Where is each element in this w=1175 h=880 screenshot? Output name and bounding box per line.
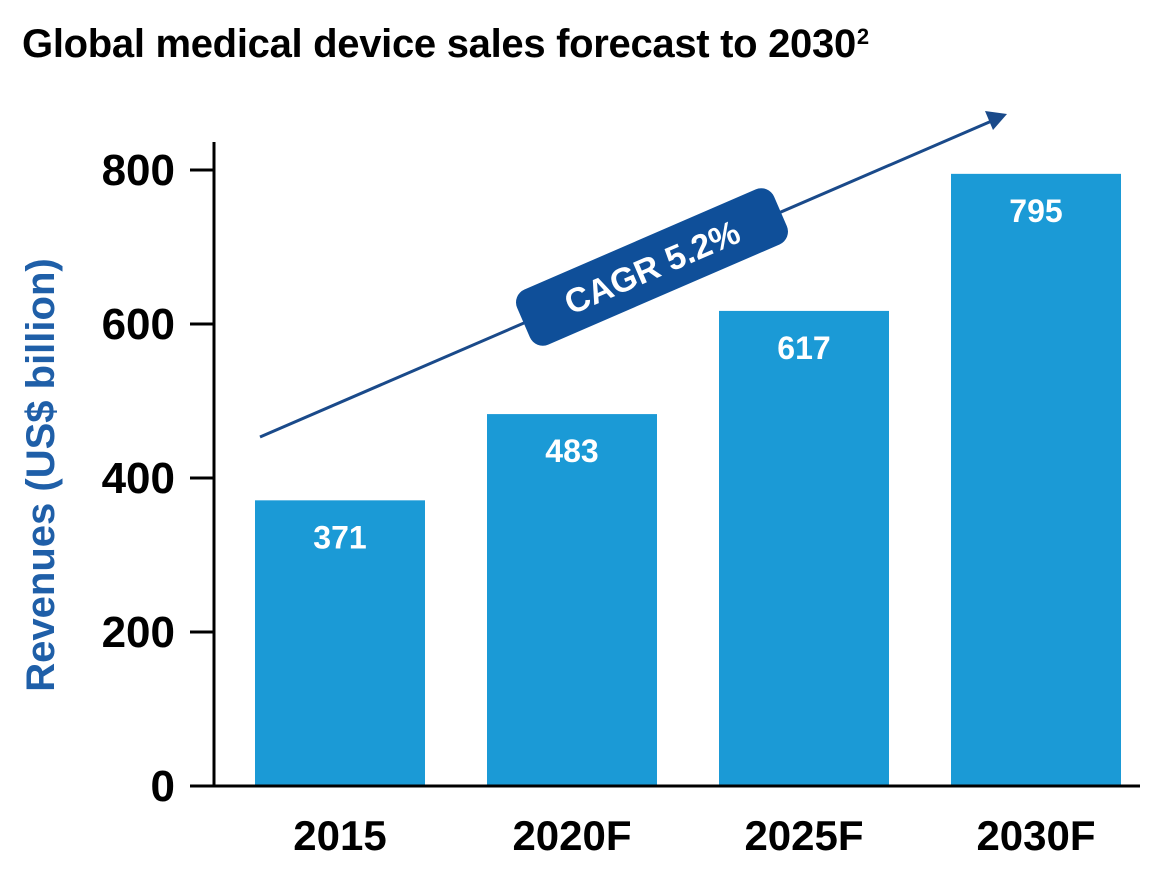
- chart-title: Global medical device sales forecast to …: [22, 22, 869, 67]
- y-axis-label: Revenues (US$ billion): [19, 258, 63, 691]
- x-tick-label: 2020F: [512, 812, 631, 859]
- bar-2020F: [487, 414, 657, 786]
- title-footnote: 2: [856, 24, 869, 49]
- x-tick-label: 2025F: [744, 812, 863, 859]
- y-tick-label: 400: [102, 454, 175, 503]
- bar-value-label: 371: [313, 519, 366, 555]
- bar-2015: [255, 500, 425, 786]
- y-tick-label: 600: [102, 300, 175, 349]
- trend-arrow-head: [985, 111, 1007, 130]
- bar-value-label: 617: [777, 330, 830, 366]
- bar-value-label: 483: [545, 433, 598, 469]
- y-tick-label: 200: [102, 608, 175, 657]
- bar-value-label: 795: [1009, 193, 1062, 229]
- x-tick-label: 2015: [293, 812, 386, 859]
- bar-2025F: [719, 310, 889, 786]
- chart-title-text: Global medical device sales forecast to …: [22, 22, 856, 66]
- x-tick-label: 2030F: [976, 812, 1095, 859]
- y-tick-label: 0: [151, 762, 175, 811]
- bar-2030F: [951, 173, 1121, 787]
- cagr-badge: [516, 188, 788, 346]
- y-tick-label: 800: [102, 146, 175, 195]
